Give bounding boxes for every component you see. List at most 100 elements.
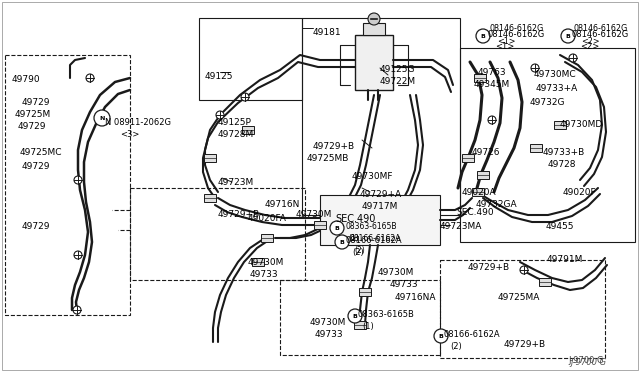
Text: 49722M: 49722M [380,77,416,86]
Text: B: B [438,334,444,339]
Text: 49181: 49181 [313,28,342,37]
Circle shape [94,110,110,126]
Text: 49725M: 49725M [15,110,51,119]
Text: 49729+B: 49729+B [468,263,510,272]
Bar [5,55,130,315]
Text: J-9700 G: J-9700 G [568,356,604,365]
Text: B: B [335,225,339,231]
Text: 49733: 49733 [390,280,419,289]
Text: 49733+B: 49733+B [543,148,585,157]
Text: <2>: <2> [581,37,600,46]
Circle shape [86,74,94,82]
Text: 08166-6162A: 08166-6162A [444,330,500,339]
Text: 49726: 49726 [472,148,500,157]
Text: 08146-6162G: 08146-6162G [574,24,628,33]
Circle shape [531,64,539,72]
Text: 49455: 49455 [546,222,575,231]
Text: 49716N: 49716N [265,200,300,209]
Bar [280,280,440,355]
Text: 49729+A: 49729+A [360,190,402,199]
Bar [460,48,635,242]
Text: 49725MC: 49725MC [20,148,63,157]
Circle shape [335,235,349,249]
Text: 49729+B: 49729+B [218,210,260,219]
Text: 49730M: 49730M [378,268,414,277]
Text: <1>: <1> [495,42,515,51]
Text: (2): (2) [450,342,461,351]
Text: 49790: 49790 [12,75,40,84]
Text: B: B [481,33,485,38]
Text: 49725MA: 49725MA [498,293,540,302]
Text: 08146-6162G: 08146-6162G [572,30,629,39]
Bar [242,126,254,134]
Text: 08166-6162A: 08166-6162A [345,236,402,245]
Text: 49125: 49125 [205,72,234,81]
Text: 08166-6162A: 08166-6162A [350,234,401,243]
Text: N 08911-2062G: N 08911-2062G [105,118,171,127]
Bar [359,288,371,296]
Bar [472,188,484,196]
Circle shape [368,13,380,25]
Text: <2>: <2> [580,42,599,51]
Text: B: B [353,314,357,318]
Text: 49728: 49728 [548,160,577,169]
Text: 49732G: 49732G [530,98,566,107]
Text: 49791M: 49791M [547,255,584,264]
Text: 49733: 49733 [250,270,278,279]
Text: 49020FA: 49020FA [248,214,287,223]
Text: 49723M: 49723M [218,178,254,187]
Text: 49020F: 49020F [563,188,596,197]
Circle shape [348,309,362,323]
Bar [130,188,305,280]
Text: 49729+B: 49729+B [504,340,546,349]
Circle shape [330,221,344,235]
Circle shape [216,111,224,119]
Text: 49732GA: 49732GA [476,200,518,209]
Circle shape [520,266,528,274]
Text: 49729: 49729 [22,98,51,107]
Text: 49125G: 49125G [380,65,415,74]
Text: 49730M: 49730M [310,318,346,327]
Text: 49729: 49729 [22,162,51,171]
Circle shape [74,251,82,259]
Text: 49125P: 49125P [218,118,252,127]
Text: 49728M: 49728M [218,130,254,139]
Bar [354,321,366,329]
Bar [530,144,542,152]
Text: B: B [566,33,570,38]
Text: (1): (1) [348,234,359,243]
Text: 49020A: 49020A [462,188,497,197]
Text: 49729+B: 49729+B [313,142,355,151]
Text: SEC.490: SEC.490 [456,208,493,217]
Text: <3>: <3> [120,130,140,139]
Bar [474,74,486,82]
Text: 49723MA: 49723MA [440,222,483,231]
Circle shape [74,176,82,184]
Circle shape [73,306,81,314]
Text: 08363-6165B: 08363-6165B [345,222,397,231]
Text: 49345M: 49345M [474,80,510,89]
Circle shape [561,29,575,43]
Text: B: B [340,240,344,244]
Circle shape [241,93,249,101]
Text: 49729: 49729 [22,222,51,231]
Bar [462,154,474,162]
Text: 08146-6162G: 08146-6162G [488,30,545,39]
Text: 08363-6165B: 08363-6165B [357,310,414,319]
Bar [252,258,264,266]
Bar [302,18,460,215]
Bar [204,154,216,162]
Text: 49733+A: 49733+A [536,84,579,93]
Text: 49717M: 49717M [362,202,398,211]
Text: (1): (1) [362,322,374,331]
Text: 49729: 49729 [18,122,47,131]
Text: SEC.490: SEC.490 [335,214,376,224]
Bar [355,35,393,90]
Text: (2): (2) [354,246,365,255]
Text: 49730MF: 49730MF [352,172,394,181]
Text: 08146-6162G: 08146-6162G [490,24,544,33]
Text: 49763: 49763 [478,68,507,77]
Bar [204,194,216,202]
Bar [554,121,566,129]
Bar [477,171,489,179]
